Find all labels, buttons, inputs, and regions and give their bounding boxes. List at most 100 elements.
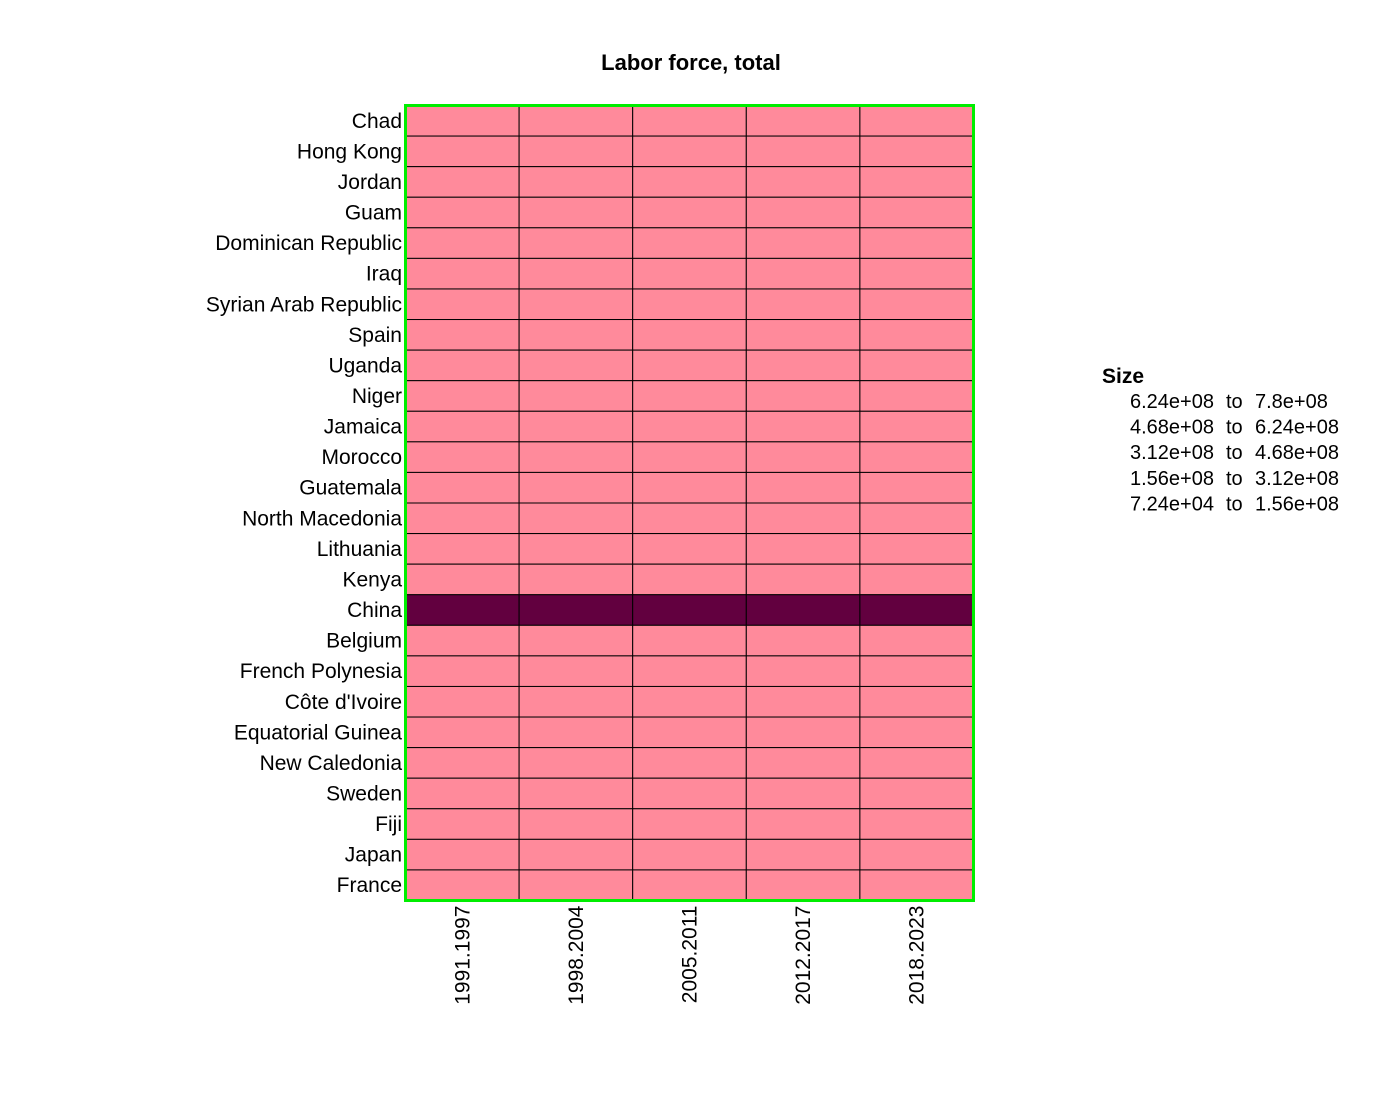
row-label: Syrian Arab Republic: [206, 293, 402, 316]
heatmap-cell: [859, 135, 975, 168]
column-label: 1991.1997: [451, 906, 474, 1005]
heatmap-cell: [405, 716, 520, 749]
row-label: Fiji: [375, 813, 402, 836]
heatmap-cell: [632, 747, 747, 779]
row-label: France: [337, 874, 402, 897]
heatmap-cell: [518, 563, 634, 596]
heatmap-cell: [859, 563, 975, 596]
heatmap-cell: [518, 349, 634, 382]
heatmap-cell: [518, 594, 634, 626]
heatmap-cell: [859, 716, 975, 749]
heatmap-cell: [745, 380, 861, 412]
heatmap-cell: [859, 410, 975, 443]
heatmap-cell: [518, 777, 634, 810]
heatmap-cell: [745, 319, 861, 351]
row-label: Kenya: [342, 568, 402, 591]
heatmap-cell: [632, 349, 747, 382]
heatmap-cell: [518, 747, 634, 779]
heatmap-cell: [405, 594, 520, 626]
heatmap-cell: [859, 196, 975, 229]
heatmap-cell: [859, 808, 975, 840]
heatmap-cell: [632, 196, 747, 229]
heatmap-cell: [518, 196, 634, 229]
row-label: Iraq: [366, 263, 402, 286]
heatmap-cell: [745, 808, 861, 840]
heatmap-cell: [859, 166, 975, 198]
heatmap-cell: [745, 410, 861, 443]
heatmap-cell: [745, 502, 861, 535]
heatmap-cell: [405, 777, 520, 810]
row-label: Belgium: [326, 630, 402, 653]
legend-range-from: 1.56e+08: [1130, 468, 1214, 490]
row-label: Côte d'Ivoire: [285, 691, 402, 714]
heatmap-cell: [405, 502, 520, 535]
heatmap-cell: [632, 288, 747, 321]
row-label: Uganda: [328, 354, 402, 377]
heatmap-cell: [632, 471, 747, 504]
heatmap-cell: [745, 838, 861, 871]
heatmap-cell: [405, 471, 520, 504]
heatmap-cell: [745, 166, 861, 198]
legend-range-to: 6.24e+08: [1255, 417, 1339, 439]
heatmap-cell: [745, 624, 861, 657]
heatmap-cell: [518, 685, 634, 718]
heatmap-cell: [859, 838, 975, 871]
heatmap-cell: [632, 502, 747, 535]
legend-range-sep: to: [1226, 391, 1243, 413]
heatmap-cell: [745, 747, 861, 779]
heatmap-cell: [518, 380, 634, 412]
heatmap-cell: [632, 441, 747, 473]
heatmap-cell: [859, 777, 975, 810]
column-labels: 1991.1997 1998.2004 2005.2011 2012.2017 2018…: [451, 905, 928, 1005]
heatmap-cell: [745, 533, 861, 565]
heatmap-cell: [745, 196, 861, 229]
heatmap-cell: [632, 105, 747, 137]
heatmap-cell: [405, 869, 520, 902]
heatmap-cell: [859, 319, 975, 351]
heatmap-cell: [632, 227, 747, 259]
heatmap-cell: [859, 380, 975, 412]
heatmap-cell: [859, 257, 975, 290]
row-label: Lithuania: [317, 538, 403, 561]
row-label: Jamaica: [324, 416, 403, 439]
heatmap-cell: [632, 166, 747, 198]
row-label: Guam: [345, 202, 402, 225]
heatmap-cell: [518, 716, 634, 749]
heatmap-cell: [518, 869, 634, 902]
heatmap-cell: [405, 838, 520, 871]
heatmap-cell: [518, 502, 634, 535]
heatmap-cell: [405, 655, 520, 687]
legend-range-sep: to: [1226, 493, 1243, 515]
heatmap-cell: [518, 105, 634, 137]
heatmap-cell: [405, 166, 520, 198]
heatmap-cell: [745, 227, 861, 259]
legend-range-sep: to: [1226, 417, 1243, 439]
row-label: Jordan: [338, 171, 402, 194]
heatmap-cell: [859, 747, 975, 779]
heatmap-cell: [405, 624, 520, 657]
heatmap-cell: [745, 471, 861, 504]
heatmap-cell: [405, 441, 520, 473]
row-label: China: [347, 599, 402, 622]
legend-range-from: 7.24e+04: [1130, 493, 1214, 515]
heatmap-cell: [859, 502, 975, 535]
heatmap-cell: [632, 410, 747, 443]
heatmap-cell: [405, 533, 520, 565]
heatmap-cell: [518, 288, 634, 321]
heatmap-cell: [405, 135, 520, 168]
heatmap-cell: [859, 227, 975, 259]
legend-range-to: 7.8e+08: [1255, 391, 1328, 413]
heatmap-cell: [405, 563, 520, 596]
row-label: Dominican Republic: [215, 232, 402, 255]
heatmap-cell: [859, 349, 975, 382]
heatmap-cell: [405, 747, 520, 779]
heatmap-cell: [518, 808, 634, 840]
legend-range-from: 4.68e+08: [1130, 417, 1214, 439]
heatmap-cell: [745, 685, 861, 718]
heatmap-cell: [859, 105, 975, 137]
heatmap-cell: [632, 777, 747, 810]
row-labels: Chad Hong Kong Jordan Guam Dominican Republi…: [206, 110, 402, 897]
legend-range-sep: to: [1226, 442, 1243, 464]
heatmap-cell: [405, 349, 520, 382]
column-label: 2012.2017: [792, 906, 815, 1005]
